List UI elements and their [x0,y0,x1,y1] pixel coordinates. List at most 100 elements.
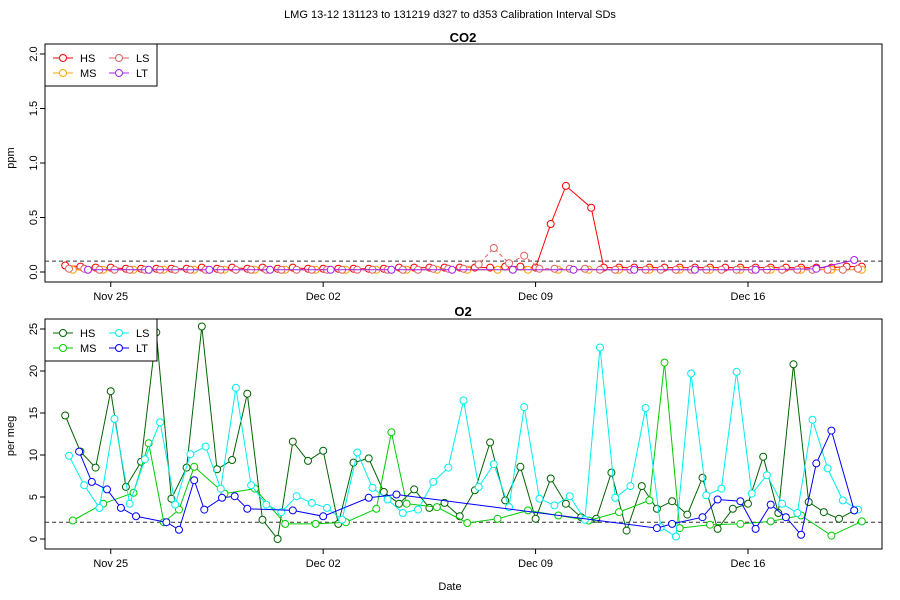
o2-data-point [812,459,821,468]
co2-series-line-hs [65,185,862,270]
o2-data-point [75,447,84,456]
o2-data-point [736,519,745,528]
o2-data-point [132,512,140,521]
o2-data-point [140,455,149,464]
o2-data-point [197,322,206,331]
o2-title: O2 [454,304,471,319]
o2-series-ls [65,343,862,541]
o2-data-point [835,514,843,523]
o2-data-point [489,460,498,469]
o2-data-point [808,415,817,424]
o2-data-point [383,495,392,504]
o2-data-point [713,524,722,533]
o2-data-point [615,508,623,517]
co2-data-point [630,265,639,274]
o2-data-point [68,516,77,525]
o2-data-point [167,494,176,503]
o2-ytick-label: 20 [28,365,40,377]
co2-series-hs [61,181,866,273]
o2-data-point [622,526,631,535]
o2-data-point [410,485,419,494]
co2-data-point [326,265,335,274]
co2-data-point [546,220,555,228]
o2-xtick-label: Dec 09 [518,558,553,570]
o2-data-point [565,492,574,501]
o2-data-point [311,519,320,528]
o2-data-point [463,519,472,527]
co2-data-point [569,265,578,274]
co2-data-point [387,265,396,274]
o2-data-point [292,492,301,501]
o2-data-point [486,438,495,447]
co2-legend-box [44,43,158,87]
o2-data-point [243,504,252,513]
co2-data-point [535,264,544,273]
o2-data-point [307,498,316,507]
o2-data-point [766,500,775,509]
co2-ytick-label: 0.0 [28,264,40,279]
o2-data-point [110,414,119,423]
co2-xtick-label: Dec 16 [731,291,766,303]
co2-ylabel: ppm [5,147,17,168]
o2-data-point [201,442,210,451]
co2-data-point [474,260,483,269]
o2-data-point [838,496,847,505]
o2-data-point [156,418,165,427]
co2-legend-label-hs: HS [80,53,95,65]
co2-data-point [838,265,847,274]
co2-legend-marker [115,69,123,77]
o2-data-point [823,464,832,473]
co2-legend-label-lt: LT [136,68,148,80]
o2-data-point [387,428,396,437]
o2-data-point [414,505,422,514]
co2-data-point [266,265,275,274]
o2-data-point [319,512,328,521]
co2-data-point [489,244,498,252]
co2-legend-marker [115,54,123,62]
o2-data-point [797,530,806,539]
o2-data-point [668,519,677,528]
o2-data-point [243,389,252,398]
co2-xtick-label: Nov 25 [93,291,128,303]
o2-legend-marker [115,329,123,337]
o2-ytick-label: 0 [28,536,40,542]
o2-data-point [652,504,661,513]
o2-legend-label-ls: LS [136,328,149,340]
o2-xtick-label: Dec 16 [731,558,766,570]
co2-data-point [516,262,525,271]
co2-data-point [793,265,802,274]
o2-data-point [190,476,199,485]
o2-data-point [668,497,677,506]
o2-data-point [281,519,290,528]
co2-data-point [587,203,596,212]
o2-ytick-label: 10 [28,449,40,461]
o2-data-point [652,524,661,533]
o2-data-point [218,493,226,502]
co2-series-line-lt [88,259,855,271]
o2-data-point [323,503,331,512]
o2-data-point [364,454,373,463]
co2-data-point [690,265,699,274]
o2-data-point [106,387,115,396]
o2-data-point [781,513,790,522]
o2-data-point [520,403,529,412]
co2-data-point [505,259,513,268]
o2-data-point [262,500,271,509]
figure-xlabel: Date [438,581,461,593]
o2-data-point [744,499,752,508]
o2-data-point [288,506,297,515]
o2-data-point [706,520,714,529]
o2-legend-label-hs: HS [80,328,95,340]
o2-ytick-label: 15 [28,407,40,419]
co2-data-point [520,251,529,260]
o2-data-point [364,493,373,502]
o2-data-point [561,499,570,508]
o2-ytick-label: 25 [28,323,40,335]
co2-data-point [550,264,559,273]
o2-data-point [516,462,525,471]
o2-data-point [687,369,696,378]
o2-panel: O2 per meg 0 5 10 15 20 25 Nov 25 Dec 02 Dec 09 D… [5,304,883,570]
o2-data-point [402,499,411,508]
o2-data-point [535,494,544,503]
co2-series-lt [84,256,859,274]
